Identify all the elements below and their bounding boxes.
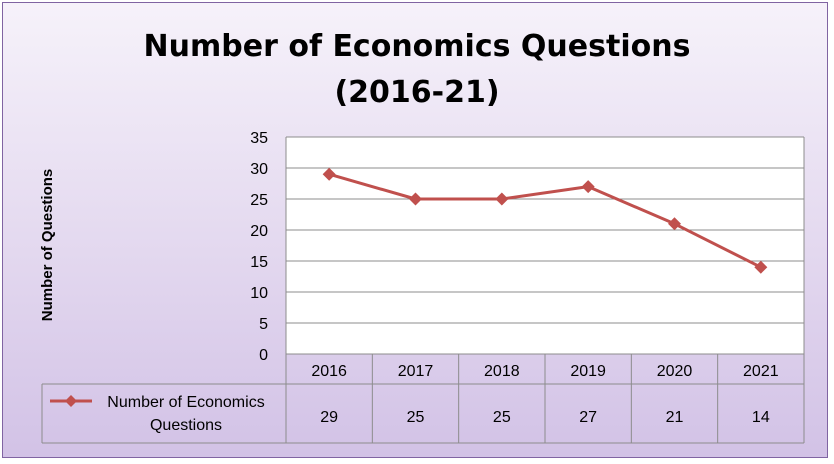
table-cell-value: 14 (752, 409, 770, 426)
chart-title-line-1: Number of Economics Questions (144, 29, 691, 64)
plot-area (286, 137, 804, 354)
data-point-marker (322, 167, 336, 181)
y-tick-label: 25 (250, 192, 268, 209)
series-line (322, 167, 768, 274)
chart-title-line-2: (2016-21) (334, 75, 499, 110)
x-category-label: 2017 (398, 363, 434, 380)
x-category-label: 2016 (311, 363, 347, 380)
x-category-label: 2018 (484, 363, 520, 380)
table-cell-value: 27 (579, 409, 597, 426)
data-point-marker (495, 192, 509, 206)
series-line-path (328, 172, 762, 269)
y-tick-label: 15 (250, 254, 268, 271)
data-table: 2016 2017 2018 2019 2020 2021 29 25 25 27 21 14 Numb… (41, 354, 805, 444)
table-cell-value: 21 (666, 409, 684, 426)
data-point-marker (754, 260, 768, 274)
legend-label-line: Questions (150, 417, 222, 434)
legend-label-line: Number of Economics (107, 394, 264, 411)
y-tick-label: 5 (259, 316, 268, 333)
y-tick-label: 30 (250, 161, 268, 178)
table-cell-value: 25 (407, 409, 425, 426)
data-point-marker (409, 192, 422, 206)
x-category-label: 2020 (657, 363, 693, 380)
y-tick-label: 20 (250, 223, 268, 240)
y-axis-title: Number of Questions (39, 169, 56, 322)
y-tick-label: 10 (250, 285, 268, 302)
table-cell-value: 29 (320, 409, 338, 426)
y-axis-ticks: 0 5 10 15 20 25 30 35 (250, 130, 268, 364)
table-cell-value: 25 (493, 409, 511, 426)
data-point-marker (668, 217, 681, 231)
y-tick-label: 35 (250, 130, 268, 147)
x-category-label: 2021 (743, 363, 779, 380)
x-category-label: 2019 (570, 363, 606, 380)
legend-marker-key (65, 395, 77, 407)
data-point-marker (581, 180, 595, 194)
y-tick-label: 0 (259, 347, 268, 364)
